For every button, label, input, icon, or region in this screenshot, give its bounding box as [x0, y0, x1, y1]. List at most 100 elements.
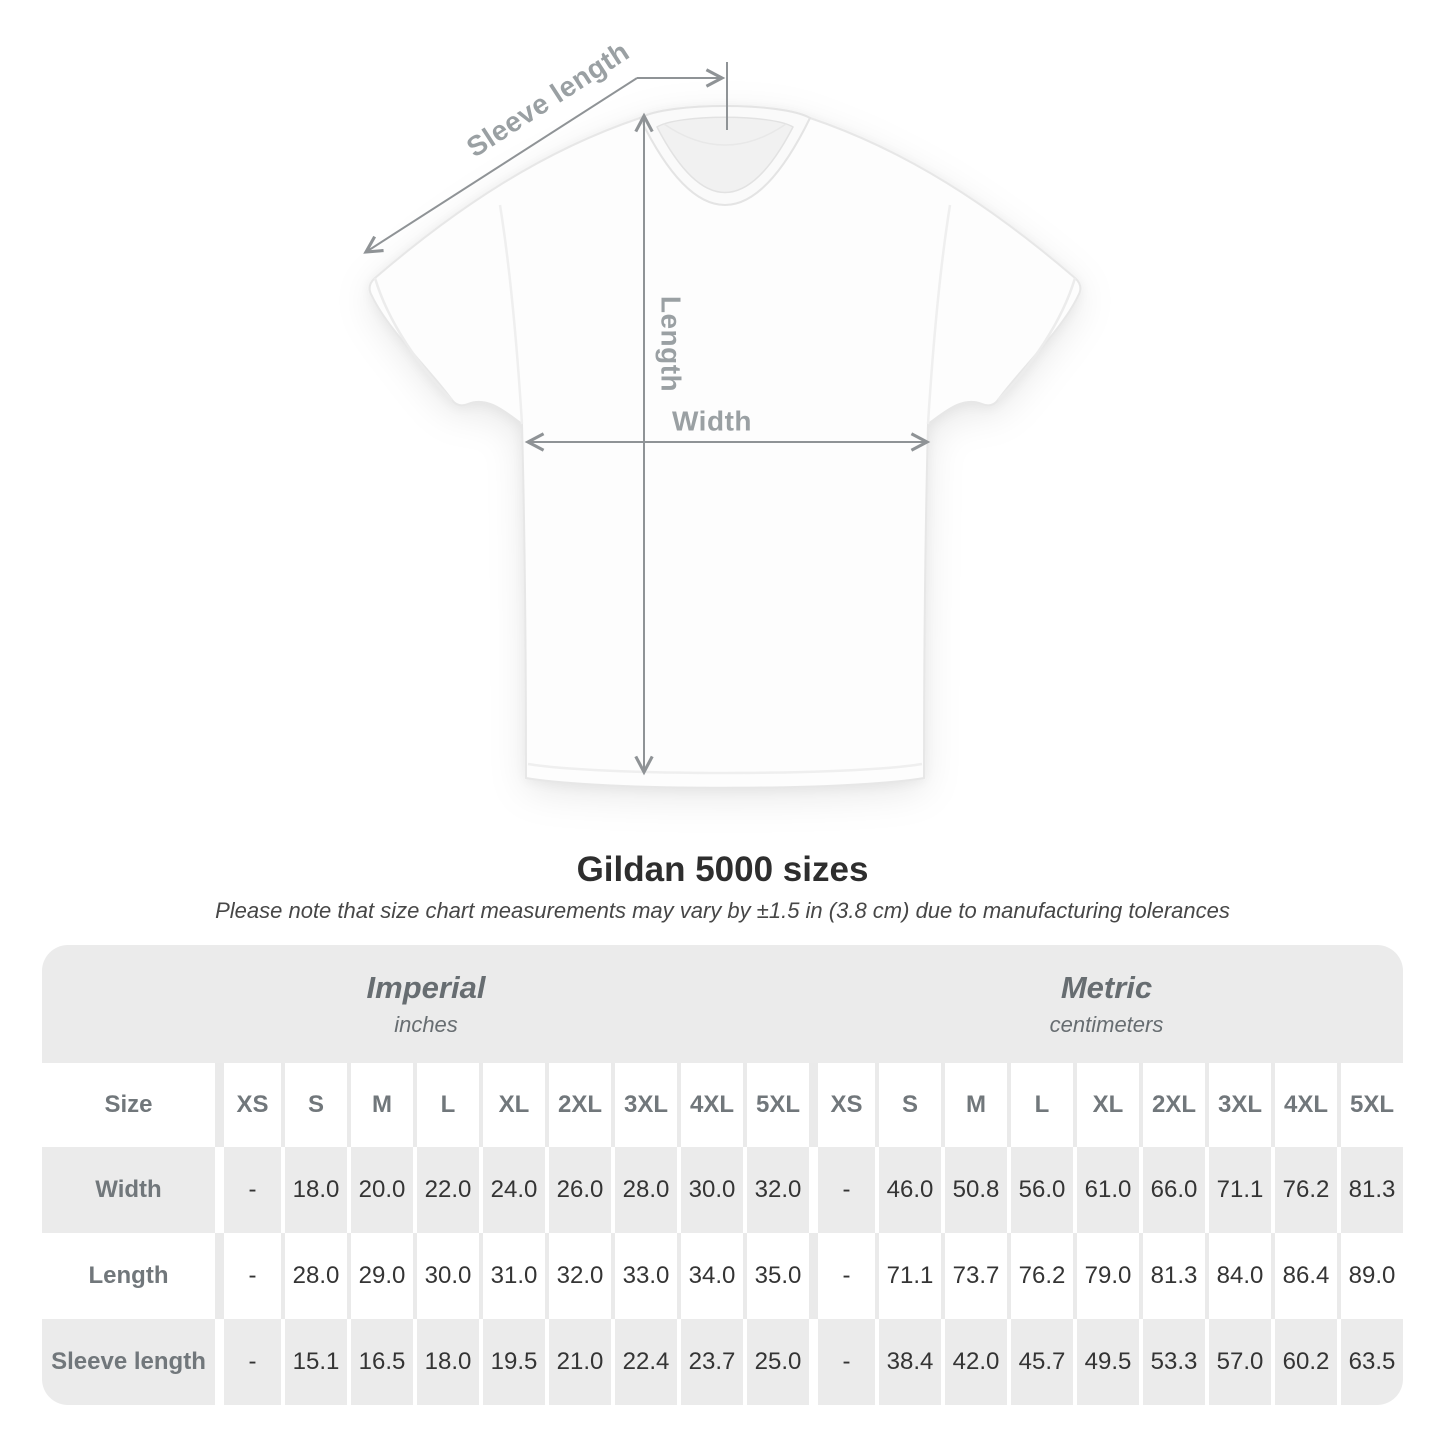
- table-cell: 71.1: [875, 1233, 941, 1319]
- col-header-metric-xl: XL: [1073, 1063, 1139, 1147]
- title-block: Gildan 5000 sizes Please note that size …: [0, 851, 1445, 924]
- collar-opening: [656, 116, 794, 194]
- unit-group-imperial: Imperial inches: [42, 945, 810, 1063]
- metric-sublabel: centimeters: [1049, 1011, 1164, 1037]
- unit-group-metric: Metric centimeters: [810, 945, 1403, 1063]
- table-cell: 63.5: [1337, 1319, 1403, 1405]
- table-cell: 61.0: [1073, 1147, 1139, 1233]
- table-cell: 22.4: [611, 1319, 677, 1405]
- table-cell: 76.2: [1007, 1233, 1073, 1319]
- table-cell: 56.0: [1007, 1147, 1073, 1233]
- table-cell: 19.5: [479, 1319, 545, 1405]
- size-table: Imperial inches Metric centimeters Size …: [42, 945, 1403, 1405]
- imperial-sublabel: inches: [394, 1011, 458, 1037]
- left-cuff-seam: [373, 277, 453, 401]
- col-header-metric-4xl: 4XL: [1271, 1063, 1337, 1147]
- table-cell: 33.0: [611, 1233, 677, 1319]
- col-header-metric-m: M: [941, 1063, 1007, 1147]
- tshirt-size-diagram: Sleeve length Length Width: [363, 35, 1082, 789]
- back-neck-seam: [663, 123, 787, 146]
- right-sleeve-seam: [926, 204, 952, 425]
- table-cell: 28.0: [281, 1233, 347, 1319]
- table-cell: 32.0: [545, 1233, 611, 1319]
- col-header-metric-s: S: [875, 1063, 941, 1147]
- col-header-metric-5xl: 5XL: [1337, 1063, 1403, 1147]
- table-cell: 20.0: [347, 1147, 413, 1233]
- col-header-imperial-5xl: 5XL: [743, 1063, 809, 1147]
- table-cell: -: [215, 1147, 281, 1233]
- page-title: Gildan 5000 sizes: [576, 850, 869, 889]
- table-cell: -: [809, 1233, 875, 1319]
- table-row-sleeve-length: Sleeve length - 15.1 16.5 18.0 19.5 21.0…: [42, 1319, 1403, 1405]
- table-cell: 28.0: [611, 1147, 677, 1233]
- table-cell: -: [215, 1233, 281, 1319]
- table-cell: 79.0: [1073, 1233, 1139, 1319]
- table-cell: 35.0: [743, 1233, 809, 1319]
- row-label: Length: [88, 1262, 169, 1289]
- tshirt-illustration: [368, 105, 1082, 789]
- col-header-metric-xs: XS: [809, 1063, 875, 1147]
- table-cell: 66.0: [1139, 1147, 1205, 1233]
- table-cell: 30.0: [677, 1147, 743, 1233]
- tolerance-note: Please note that size chart measurements…: [215, 898, 1230, 923]
- table-cell: 24.0: [479, 1147, 545, 1233]
- table-cell: 46.0: [875, 1147, 941, 1233]
- table-cell: 16.5: [347, 1319, 413, 1405]
- col-header-imperial-m: M: [347, 1063, 413, 1147]
- table-cell: 73.7: [941, 1233, 1007, 1319]
- table-cell: 29.0: [347, 1233, 413, 1319]
- table-cell: 89.0: [1337, 1233, 1403, 1319]
- table-row-width: Width - 18.0 20.0 22.0 24.0 26.0 28.0 30…: [42, 1147, 1403, 1233]
- col-header-imperial-l: L: [413, 1063, 479, 1147]
- table-cell: 42.0: [941, 1319, 1007, 1405]
- width-label: Width: [672, 405, 752, 436]
- table-cell: 45.7: [1007, 1319, 1073, 1405]
- row-label: Sleeve length: [51, 1348, 206, 1375]
- table-cell: -: [809, 1319, 875, 1405]
- table-cell: 60.2: [1271, 1319, 1337, 1405]
- table-cell: 22.0: [413, 1147, 479, 1233]
- table-cell: 38.4: [875, 1319, 941, 1405]
- table-cell: 15.1: [281, 1319, 347, 1405]
- col-header-imperial-xl: XL: [479, 1063, 545, 1147]
- col-header-imperial-xs: XS: [215, 1063, 281, 1147]
- tshirt-diagram-svg: Sleeve length Length Width: [363, 35, 1082, 789]
- table-cell: -: [809, 1147, 875, 1233]
- measurement-arrows: [363, 62, 931, 776]
- size-column-header: Size: [104, 1091, 153, 1118]
- table-cell: 71.1: [1205, 1147, 1271, 1233]
- tshirt-body: [368, 105, 1082, 789]
- table-cell: 76.2: [1271, 1147, 1337, 1233]
- unit-header-band: Imperial inches Metric centimeters: [42, 945, 1403, 1063]
- imperial-label: Imperial: [366, 969, 486, 1005]
- col-header-imperial-4xl: 4XL: [677, 1063, 743, 1147]
- table-row-length: Length - 28.0 29.0 30.0 31.0 32.0 33.0 3…: [42, 1233, 1403, 1319]
- table-cell: -: [215, 1319, 281, 1405]
- table-cell: 30.0: [413, 1233, 479, 1319]
- col-header-imperial-s: S: [281, 1063, 347, 1147]
- table-cell: 31.0: [479, 1233, 545, 1319]
- col-header-imperial-2xl: 2XL: [545, 1063, 611, 1147]
- left-sleeve-seam: [498, 204, 524, 425]
- table-cell: 84.0: [1205, 1233, 1271, 1319]
- table-cell: 81.3: [1337, 1147, 1403, 1233]
- table-cell: 25.0: [743, 1319, 809, 1405]
- col-header-metric-2xl: 2XL: [1139, 1063, 1205, 1147]
- right-cuff-seam: [997, 277, 1077, 401]
- table-cell: 53.3: [1139, 1319, 1205, 1405]
- col-header-imperial-3xl: 3XL: [611, 1063, 677, 1147]
- metric-label: Metric: [1060, 969, 1153, 1005]
- table-cell: 32.0: [743, 1147, 809, 1233]
- hem-stitch: [527, 762, 923, 775]
- table-cell: 18.0: [413, 1319, 479, 1405]
- sleeve-length-arrow: [363, 77, 638, 254]
- table-cell: 26.0: [545, 1147, 611, 1233]
- table-cell: 49.5: [1073, 1319, 1139, 1405]
- table-cell: 57.0: [1205, 1319, 1271, 1405]
- col-header-metric-l: L: [1007, 1063, 1073, 1147]
- table-cell: 18.0: [281, 1147, 347, 1233]
- table-cell: 81.3: [1139, 1233, 1205, 1319]
- table-cell: 21.0: [545, 1319, 611, 1405]
- size-header-row: Size XS S M L XL 2XL 3XL 4XL 5XL XS S M …: [42, 1063, 1403, 1147]
- row-label: Width: [95, 1176, 162, 1203]
